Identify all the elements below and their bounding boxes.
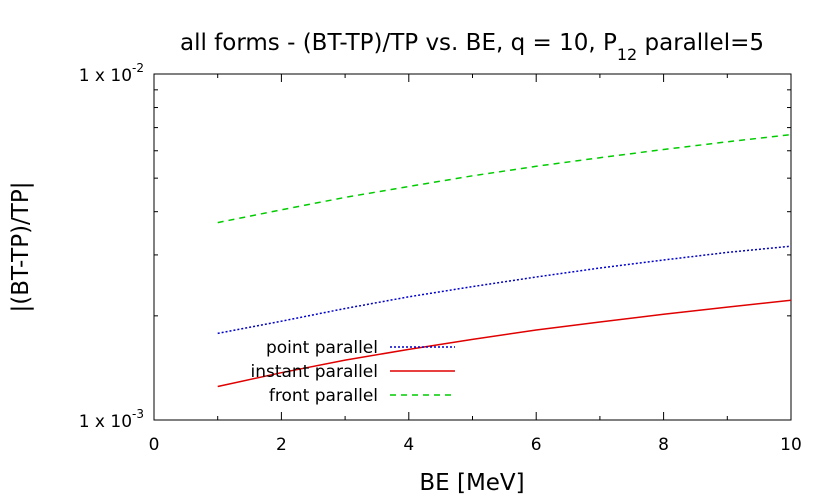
x-tick-label: 0 <box>149 435 160 455</box>
x-axis-label: BE [MeV] <box>419 470 524 496</box>
y-tick-label: 1 x 10-3 <box>79 407 144 432</box>
chart-title: all forms - (BT-TP)/TP vs. BE, q = 10, P… <box>180 30 764 64</box>
series-line-1 <box>217 245 792 335</box>
y-tick-labels: 1 x 10-3 1 x 10-2 <box>79 61 144 432</box>
series-line-2 <box>217 299 792 388</box>
y-axis-label: |(BT-TP)/TP| <box>8 182 34 313</box>
axis-ticks <box>153 73 792 421</box>
legend-label: instant parallel <box>250 362 378 382</box>
y-tick-label: 1 x 10-2 <box>79 61 144 86</box>
legend-label: front parallel <box>269 386 378 406</box>
x-tick-label: 4 <box>403 435 414 455</box>
x-tick-labels: 0 2 4 6 8 10 <box>149 435 802 455</box>
legend: point parallel instant parallel front para… <box>250 338 455 406</box>
x-tick-label: 2 <box>276 435 287 455</box>
series-lines <box>217 133 792 388</box>
x-tick-label: 10 <box>780 435 802 455</box>
series-line-3 <box>217 133 792 224</box>
x-tick-label: 6 <box>531 435 542 455</box>
x-tick-label: 8 <box>658 435 669 455</box>
legend-label: point parallel <box>266 338 378 358</box>
